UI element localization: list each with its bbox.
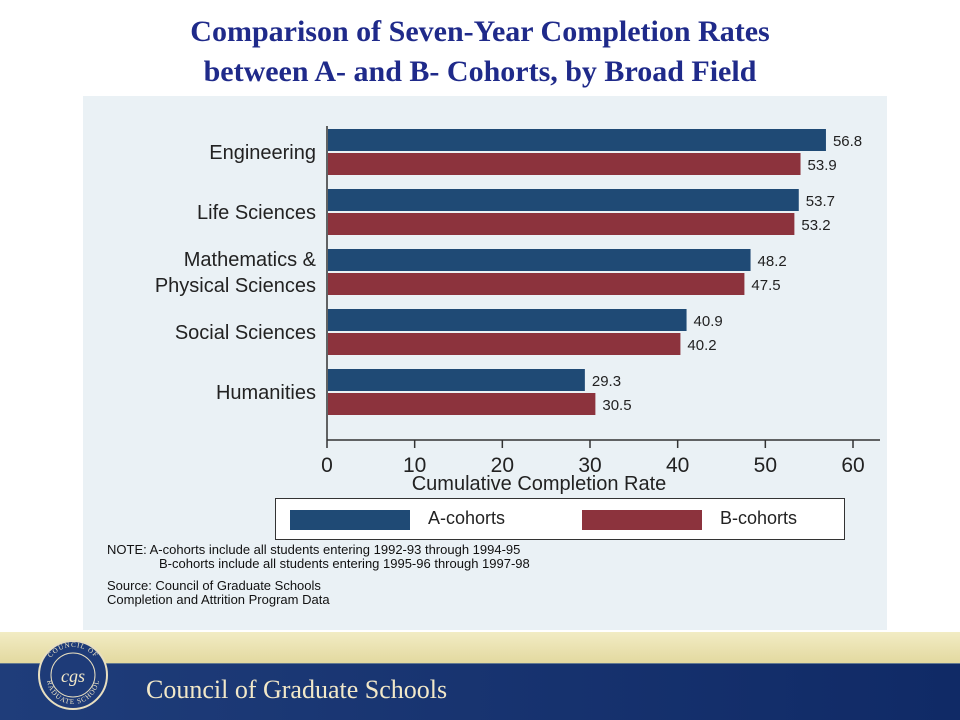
legend-label-b: B-cohorts: [720, 508, 798, 528]
value-label-a-0: 56.8: [833, 133, 862, 150]
value-label-a-3: 40.9: [694, 313, 723, 330]
title-line-1: Comparison of Seven-Year Completion Rate…: [190, 15, 770, 48]
bar-a-2: [328, 249, 751, 271]
bar-b-4: [328, 393, 596, 415]
x-tick-label-4: 40: [666, 454, 689, 477]
title-line-2: between A- and B- Cohorts, by Broad Fiel…: [203, 55, 757, 88]
source-line-1: Source: Council of Graduate Schools: [107, 578, 321, 593]
category-label-2-line-0: Mathematics &: [184, 249, 317, 271]
value-label-b-3: 40.2: [687, 337, 716, 354]
cgs-seal-logo: COUNCIL OF GRADUATE SCHOOLS cgs: [26, 638, 108, 710]
org-name: Council of Graduate Schools: [146, 675, 448, 704]
bar-a-4: [328, 369, 585, 391]
x-tick-label-1: 10: [403, 454, 426, 477]
value-label-b-1: 53.2: [801, 217, 830, 234]
bar-chart: 56.8 53.9 Engineering 53.7 53.2 Life Sciences…: [155, 126, 880, 495]
x-tick-label-6: 60: [841, 454, 864, 477]
category-label-0: Engineering: [209, 142, 316, 164]
note-line-2: B-cohorts include all students entering …: [159, 556, 530, 571]
category-label-3: Social Sciences: [175, 322, 316, 344]
legend-swatch-a: [290, 510, 410, 530]
legend-label-a: A-cohorts: [428, 508, 506, 528]
x-tick-label-0: 0: [321, 454, 333, 477]
legend: A-cohorts B-cohorts: [275, 498, 845, 540]
bar-b-1: [328, 213, 795, 235]
bar-a-0: [328, 129, 826, 151]
value-label-a-4: 29.3: [592, 373, 621, 390]
footer-band: [0, 632, 960, 720]
value-label-b-4: 30.5: [602, 397, 631, 414]
footer-bar: [0, 664, 960, 720]
bar-a-1: [328, 189, 799, 211]
category-label-1: Life Sciences: [197, 202, 316, 224]
bar-b-2: [328, 273, 745, 295]
chart-panel: 56.8 53.9 Engineering 53.7 53.2 Life Sciences…: [83, 96, 887, 630]
category-label-2-line-1: Physical Sciences: [155, 275, 316, 297]
x-tick-label-2: 20: [491, 454, 514, 477]
source-line-2: Completion and Attrition Program Data: [107, 592, 330, 607]
note-line-1: NOTE: A-cohorts include all students ent…: [107, 542, 521, 557]
value-label-b-2: 47.5: [751, 277, 780, 294]
legend-swatch-b: [582, 510, 702, 530]
category-label-4: Humanities: [216, 382, 316, 404]
x-tick-label-5: 50: [754, 454, 777, 477]
value-label-b-0: 53.9: [808, 157, 837, 174]
svg-text:cgs: cgs: [61, 666, 85, 686]
x-axis-title: Cumulative Completion Rate: [412, 473, 667, 495]
slide-title: Comparison of Seven-Year Completion Rate…: [0, 12, 960, 92]
bar-b-0: [328, 153, 801, 175]
bar-b-3: [328, 333, 681, 355]
bar-a-3: [328, 309, 687, 331]
x-tick-label-3: 30: [578, 454, 601, 477]
value-label-a-1: 53.7: [806, 193, 835, 210]
value-label-a-2: 48.2: [758, 253, 787, 270]
